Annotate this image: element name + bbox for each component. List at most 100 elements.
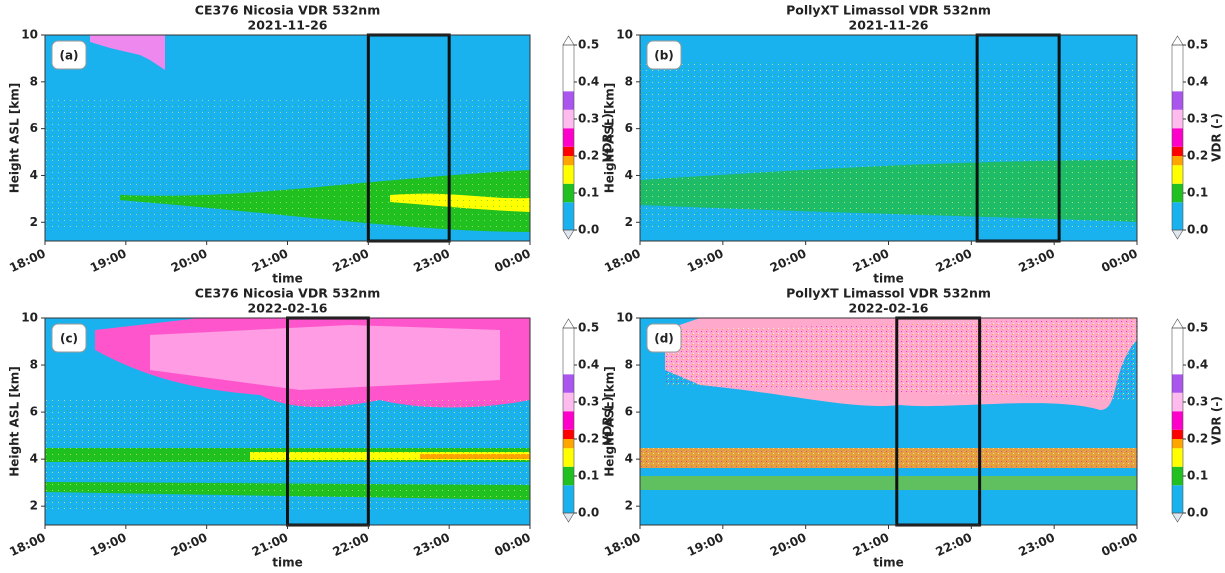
x-tick-label: 00:00 (492, 246, 533, 275)
colorbar-tick-label: 0.4 (1187, 358, 1208, 372)
colorbar-segment (563, 156, 574, 166)
panel-label-box (646, 323, 682, 353)
heatmap-noise (45, 100, 530, 230)
colorbar-over (1171, 318, 1184, 329)
y-tick-label: 8 (30, 358, 38, 372)
x-tick-label: 18:00 (602, 530, 643, 559)
colorbar-segment (1172, 392, 1183, 412)
panel-label-box (646, 40, 682, 70)
colorbar-segment (1172, 202, 1183, 230)
y-tick-label: 10 (21, 28, 38, 42)
colorbar-under (1171, 229, 1184, 240)
colorbar-tick-label: 0.0 (578, 223, 599, 237)
panel-label: (d) (654, 332, 674, 346)
colorbar-tick-label: 0.3 (578, 395, 599, 409)
colorbar-segment (1172, 91, 1183, 110)
colorbar-tick-label: 0.5 (1187, 321, 1208, 335)
colorbar-under (562, 229, 575, 240)
x-tick-label: 23:00 (1016, 530, 1057, 559)
x-tick-label: 18:00 (7, 530, 48, 559)
y-axis-label: Height ASL [km] (8, 83, 22, 194)
panel-label: (c) (60, 332, 78, 346)
x-tick-label: 20:00 (169, 246, 210, 275)
colorbar-segment (1172, 466, 1183, 486)
colorbar-segment (563, 128, 574, 147)
y-tick-label: 6 (625, 405, 633, 419)
chart-subtitle: 2021-11-26 (248, 18, 328, 33)
colorbar-tick-label: 0.5 (578, 38, 599, 52)
x-tick-label: 20:00 (768, 246, 809, 275)
panel-label-box (51, 40, 87, 70)
x-tick-label: 19:00 (88, 246, 129, 275)
colorbar-label: VDR (-) (601, 113, 615, 162)
colorbar-tick-label: 0.2 (1187, 432, 1208, 446)
colorbar-segment (563, 374, 574, 393)
colorbar-segment (563, 392, 574, 412)
colorbar-segment (563, 165, 574, 184)
y-tick-label: 4 (30, 168, 38, 182)
y-tick-label: 6 (625, 121, 633, 135)
y-tick-label: 10 (21, 311, 38, 325)
colorbar-segment (563, 328, 574, 375)
chart-title: PollyXT Limassol VDR 532nm (786, 3, 991, 18)
y-tick-label: 8 (625, 358, 633, 372)
colorbar-segment (563, 146, 574, 156)
colorbar-frame (1171, 44, 1184, 231)
colorbar-segment (563, 183, 574, 203)
x-tick-label: 20:00 (768, 530, 809, 559)
chart-title: PollyXT Limassol VDR 532nm (786, 286, 991, 301)
colorbar-segment (563, 439, 574, 449)
heatmap-layer (90, 35, 165, 70)
colorbar-tick-label: 0.2 (578, 149, 599, 163)
colorbar-tick-label: 0.1 (578, 186, 599, 200)
x-tick-label: 19:00 (685, 530, 726, 559)
y-axis-label: Height ASL [km] (603, 83, 617, 194)
colorbar-tick-label: 0.4 (578, 358, 599, 372)
colorbar-segment (1172, 485, 1183, 513)
x-tick-label: 19:00 (88, 530, 129, 559)
colorbar-segment (1172, 45, 1183, 92)
colorbar-tick-label: 0.0 (578, 506, 599, 520)
x-axis-label: time (873, 556, 904, 570)
x-tick-label: 23:00 (411, 246, 452, 275)
colorbar-segment (1172, 183, 1183, 203)
x-tick-label: 23:00 (1016, 246, 1057, 275)
y-tick-label: 4 (625, 452, 633, 466)
colorbar-label: VDR (-) (1210, 396, 1224, 445)
x-tick-label: 20:00 (169, 530, 210, 559)
colorbar-frame (562, 44, 575, 231)
x-tick-label: 22:00 (934, 530, 975, 559)
chart-title: CE376 Nicosia VDR 532nm (195, 3, 380, 18)
colorbar-tick-label: 0.2 (578, 432, 599, 446)
y-axis-label: Height ASL [km] (603, 366, 617, 477)
colorbar-segment (1172, 439, 1183, 449)
heatmap-layer (640, 476, 1137, 490)
colorbar-segment (1172, 128, 1183, 147)
colorbar-tick-label: 0.5 (1187, 38, 1208, 52)
colorbar-tick-label: 0.0 (1187, 506, 1208, 520)
colorbar-over (562, 318, 575, 329)
chart-subtitle: 2021-11-26 (849, 18, 929, 33)
x-tick-label: 00:00 (1099, 530, 1140, 559)
x-tick-label: 00:00 (1099, 246, 1140, 275)
colorbar-tick-label: 0.1 (1187, 186, 1208, 200)
heatmap-noise (665, 318, 1137, 400)
chart-subtitle: 2022-02-16 (248, 301, 328, 316)
y-tick-label: 6 (30, 405, 38, 419)
y-tick-label: 6 (30, 121, 38, 135)
heatmap (45, 35, 1137, 525)
panel-label: (a) (59, 49, 78, 63)
x-tick-label: 18:00 (602, 246, 643, 275)
colorbar-under (562, 512, 575, 523)
colorbar-over (562, 35, 575, 46)
heatmap-noise (640, 60, 1137, 230)
colorbar-segment (1172, 429, 1183, 439)
colorbar-segment (563, 45, 574, 92)
x-axis-label: time (272, 556, 303, 570)
colorbar-tick-label: 0.4 (1187, 75, 1208, 89)
colorbar-segment (563, 429, 574, 439)
colorbar-segment (1172, 411, 1183, 430)
y-tick-label: 8 (30, 74, 38, 88)
heatmap-noise (640, 448, 1137, 468)
